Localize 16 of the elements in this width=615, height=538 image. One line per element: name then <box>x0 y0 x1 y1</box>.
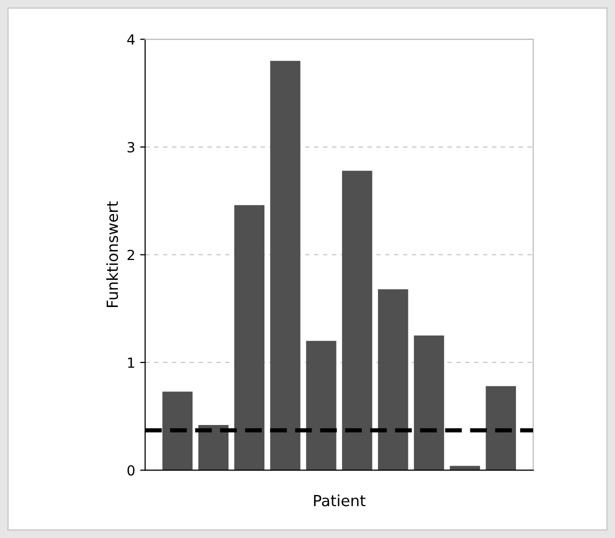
y-tick-label: 0 <box>127 465 134 476</box>
bar <box>162 392 193 470</box>
bar <box>414 336 444 470</box>
bar <box>306 340 336 470</box>
bar <box>486 386 516 470</box>
bar <box>234 205 264 470</box>
y-tick-label: 2 <box>128 250 134 260</box>
y-axis-title: Funktionswert <box>106 201 118 308</box>
y-tick-label: 1 <box>128 358 134 368</box>
bar <box>270 60 300 470</box>
y-tick-label: 3 <box>128 142 134 152</box>
y-tick-label: 4 <box>127 34 135 45</box>
x-axis-title: Patient <box>314 494 366 506</box>
bar <box>198 424 228 470</box>
bar <box>378 289 408 470</box>
bar <box>342 170 372 470</box>
